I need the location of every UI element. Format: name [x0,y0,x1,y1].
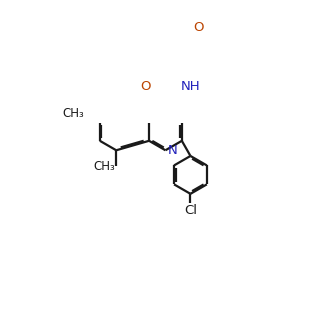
Text: N: N [168,144,177,157]
Text: CH₃: CH₃ [93,160,115,173]
Text: CH₃: CH₃ [63,107,85,120]
Text: NH: NH [181,80,200,93]
Text: O: O [193,21,203,34]
Text: O: O [140,80,151,93]
Text: Cl: Cl [184,204,197,217]
